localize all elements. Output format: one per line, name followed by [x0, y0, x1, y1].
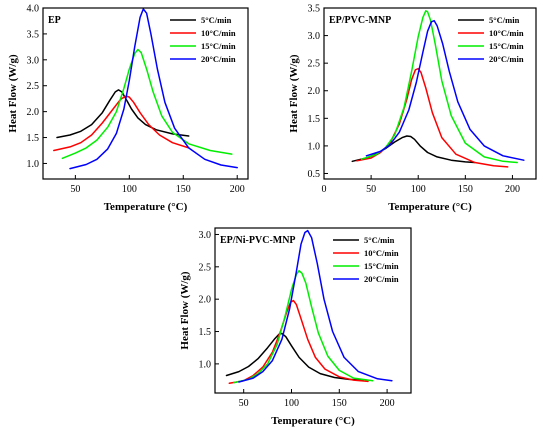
ep-ni-pvc-mnp-plot-frame [214, 227, 412, 394]
ep-ni-pvc-mnp-series-line-2 [228, 299, 369, 385]
ep-series-line-4 [69, 8, 238, 170]
ep-y-tick-label: 2.5 [27, 81, 40, 92]
ep-panel-title: EP [48, 15, 61, 26]
ep-series-line-2 [53, 95, 190, 152]
ep-ni-pvc-mnp-panel-title: EP/Ni-PVC-MNP [220, 235, 296, 246]
ep-ni-pvc-mnp-legend-label-3: 15°C/min [364, 261, 399, 271]
ep-y-tick-label: 1.5 [27, 133, 40, 144]
ep-ni-pvc-mnp-panel: 50 100 150 200 1.0 1.5 2.0 2.5 3.0 Temperature (°… [179, 227, 412, 427]
ep-pvc-mnp-y-tick-label: 2.0 [308, 86, 321, 97]
ep-ni-pvc-mnp-x-tick-label: 50 [239, 398, 249, 409]
ep-ni-pvc-mnp-y-tick-label: 1.5 [199, 327, 212, 338]
ep-ni-pvc-mnp-y-tick-label: 2.0 [199, 295, 212, 306]
ep-y-tick-label: 3.5 [27, 29, 40, 40]
ep-y-tick-label: 1.0 [27, 159, 40, 170]
ep-pvc-mnp-y-tick-label: 3.5 [308, 4, 321, 15]
ep-pvc-mnp-x-tick-label: 0 [322, 184, 327, 195]
ep-y-tick-label: 4.0 [27, 4, 40, 15]
ep-pvc-mnp-x-tick-label: 150 [458, 184, 473, 195]
ep-ni-pvc-mnp-y-axis-label: Heat Flow (W/g) [179, 271, 191, 350]
ep-series-line-3 [61, 48, 233, 160]
ep-ni-pvc-mnp-legend-label-2: 10°C/min [364, 248, 399, 258]
ep-ni-pvc-mnp-y-tick-label: 1.0 [199, 359, 212, 370]
ep-legend-label-2: 10°C/min [201, 28, 236, 38]
ep-pvc-mnp-legend-label-2: 10°C/min [489, 28, 524, 38]
ep-legend-label-1: 5°C/min [201, 15, 232, 25]
ep-pvc-mnp-x-tick-label: 50 [366, 184, 376, 195]
ep-x-tick-label: 200 [230, 184, 245, 195]
ep-y-axis-label: Heat Flow (W/g) [7, 54, 19, 133]
ep-pvc-mnp-y-tick-label: 2.5 [308, 59, 321, 70]
ep-ni-pvc-mnp-series-line-4 [238, 229, 393, 383]
ep-x-axis-label: Temperature (°C) [104, 201, 188, 213]
ep-pvc-mnp-legend-label-1: 5°C/min [489, 15, 520, 25]
ep-pvc-mnp-y-tick-label: 0.5 [308, 169, 321, 180]
ep-x-tick-label: 50 [70, 184, 80, 195]
ep-ni-pvc-mnp-legend-label-1: 5°C/min [364, 235, 395, 245]
ep-x-tick-label: 150 [176, 184, 191, 195]
ep-y-tick-label: 2.0 [27, 107, 40, 118]
ep-ni-pvc-mnp-x-tick-label: 150 [332, 398, 347, 409]
ep-pvc-mnp-y-axis-label: Heat Flow (W/g) [288, 54, 300, 133]
ep-legend-label-3: 15°C/min [201, 41, 236, 51]
ep-pvc-mnp-plot-frame [323, 7, 537, 180]
ep-pvc-mnp-y-tick-label: 1.5 [308, 114, 321, 125]
ep-pvc-mnp-y-tick-label: 3.0 [308, 31, 321, 42]
ep-panel: 50 100 150 200 1.0 1.5 2.0 2.5 3.0 3.5 4.0 Temperat… [7, 4, 249, 213]
ep-y-tick-label: 3.0 [27, 55, 40, 66]
ep-pvc-mnp-panel-title: EP/PVC-MNP [329, 15, 391, 26]
ep-plot-frame [42, 7, 249, 180]
ep-ni-pvc-mnp-series-line-1 [225, 332, 364, 381]
ep-legend-label-4: 20°C/min [201, 54, 236, 64]
ep-ni-pvc-mnp-y-tick-label: 2.5 [199, 262, 212, 273]
ep-pvc-mnp-series-line-4 [365, 19, 525, 161]
ep-pvc-mnp-legend-label-4: 20°C/min [489, 54, 524, 64]
ep-ni-pvc-mnp-x-axis-label: Temperature (°C) [271, 415, 355, 427]
ep-x-tick-label: 100 [122, 184, 137, 195]
ep-ni-pvc-mnp-series-line-3 [233, 269, 374, 384]
ep-pvc-mnp-y-tick-label: 1.0 [308, 141, 321, 152]
ep-pvc-mnp-legend-label-3: 15°C/min [489, 41, 524, 51]
ep-ni-pvc-mnp-x-tick-label: 100 [284, 398, 299, 409]
ep-ni-pvc-mnp-legend-label-4: 20°C/min [364, 274, 399, 284]
ep-pvc-mnp-x-axis-label: Temperature (°C) [388, 201, 472, 213]
ep-pvc-mnp-x-tick-label: 200 [505, 184, 520, 195]
ep-pvc-mnp-panel: 0 50 100 150 200 0.5 1.0 1.5 2.0 2.5 3.0 3.5 Tempera… [288, 4, 537, 213]
ep-pvc-mnp-series-line-3 [360, 10, 518, 164]
ep-ni-pvc-mnp-y-tick-label: 3.0 [199, 230, 212, 241]
ep-pvc-mnp-x-tick-label: 100 [411, 184, 426, 195]
ep-ni-pvc-mnp-x-tick-label: 200 [380, 398, 395, 409]
